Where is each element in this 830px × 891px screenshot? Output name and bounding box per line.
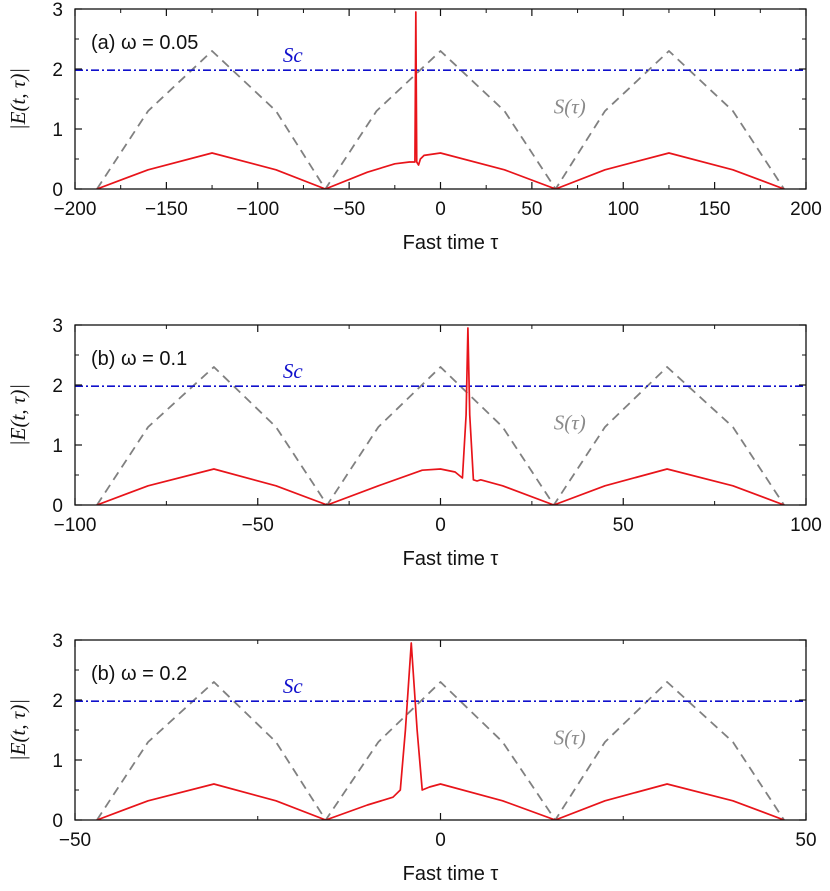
threshold-label: Sc [283,43,304,67]
x-tick-label: −50 [242,515,274,536]
y-tick-label: 3 [52,631,63,652]
x-tick-label: 150 [699,199,731,220]
x-axis-label: Fast time τ [403,863,499,885]
background-curve-label: S(τ) [554,725,586,749]
panel-label: (b) ω = 0.1 [91,348,187,370]
background-curve-series [96,50,785,189]
y-tick-label: 2 [52,60,63,81]
plot-area [75,642,806,820]
field-amplitude-series [96,11,785,189]
background-curve-series [96,681,785,820]
background-curve-label: S(τ) [554,94,586,118]
plot-area [75,11,806,189]
x-tick-label: 200 [790,199,822,220]
x-tick-label: −50 [333,199,365,220]
background-curve-label: S(τ) [554,410,586,434]
y-tick-label: 3 [52,316,63,337]
x-tick-label: 50 [795,830,816,851]
y-tick-label: 1 [52,436,63,457]
x-tick-label: −150 [145,199,188,220]
x-tick-label: −50 [59,830,91,851]
y-axis-label: |E(t, τ)| [6,68,30,130]
y-tick-label: 1 [52,120,63,141]
threshold-label: Sc [283,359,304,383]
x-tick-label: 50 [521,199,542,220]
plot-area [75,327,806,505]
y-tick-label: 1 [52,751,63,772]
y-axis-label: |E(t, τ)| [6,699,30,761]
y-axis-label: |E(t, τ)| [6,384,30,446]
x-tick-label: −100 [54,515,97,536]
x-tick-label: 0 [435,830,446,851]
x-tick-label: 50 [613,515,634,536]
y-tick-label: 3 [52,0,63,21]
panel-label: (a) ω = 0.05 [91,32,198,54]
y-tick-label: 2 [52,376,63,397]
y-tick-label: 0 [52,180,63,201]
background-curve-series [96,366,785,505]
chart-panel-1: −200 −150 −100 −50 0 50 100 150 200 0 1 2 3 Fast time… [6,0,822,254]
x-axis-label: Fast time τ [403,548,499,570]
y-tick-label: 2 [52,691,63,712]
panel-label: (b) ω = 0.2 [91,663,187,685]
x-tick-label: 0 [435,515,446,536]
x-tick-label: 0 [435,199,446,220]
x-tick-label: 100 [607,199,639,220]
x-tick-label: 100 [790,515,822,536]
chart-panel-2: −100 −50 0 50 100 0 1 2 3 Fast time τ |E(t, τ)| (b)… [6,316,822,570]
x-tick-label: −200 [54,199,97,220]
x-tick-label: −100 [236,199,279,220]
threshold-label: Sc [283,674,304,698]
field-amplitude-series [96,642,785,820]
x-axis-label: Fast time τ [403,232,499,254]
y-tick-label: 0 [52,811,63,832]
y-tick-label: 0 [52,496,63,517]
field-amplitude-series [96,327,785,505]
